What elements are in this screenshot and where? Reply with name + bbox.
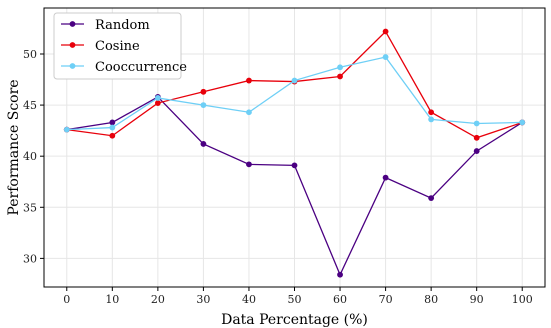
- x-tick-label: 80: [424, 293, 438, 306]
- data-point: [291, 162, 298, 169]
- y-tick-label: 35: [23, 201, 37, 214]
- x-tick-label: 70: [379, 293, 393, 306]
- data-point: [428, 195, 435, 201]
- legend-item: Cooccurrence: [61, 60, 187, 75]
- data-point: [428, 109, 435, 116]
- y-tick-label: 40: [23, 150, 37, 163]
- data-point: [109, 119, 116, 126]
- x-tick-label: 40: [242, 293, 256, 306]
- x-tick-label: 30: [196, 293, 210, 306]
- legend-item: Cosine: [61, 39, 140, 54]
- legend-swatch-marker: [69, 42, 76, 48]
- data-point: [337, 271, 343, 278]
- x-tick-label: 10: [105, 293, 119, 306]
- series-cooccurrence: [63, 54, 526, 133]
- y-axis-label: Performance Score: [6, 79, 22, 215]
- data-point: [109, 132, 116, 139]
- grid: [44, 8, 545, 287]
- legend-box: [53, 12, 182, 80]
- data-point: [473, 134, 480, 141]
- x-tick-label: 90: [470, 293, 484, 306]
- x-tick-label: 100: [512, 293, 533, 306]
- data-point: [291, 77, 298, 84]
- x-axis-ticks: 0 10 20 30 40 50 60 70 80 90 100: [63, 287, 533, 306]
- data-point: [246, 77, 252, 84]
- x-axis-label: Data Percentage (%): [221, 312, 368, 328]
- data-point: [63, 126, 70, 133]
- data-point: [337, 73, 343, 80]
- legend: Random Cosine Cooccurrence: [53, 12, 187, 80]
- data-point: [154, 100, 161, 106]
- series-layer: [63, 28, 526, 278]
- legend-swatch-marker: [69, 63, 76, 69]
- legend-swatch-marker: [69, 21, 76, 27]
- data-point: [109, 124, 116, 131]
- data-point: [154, 95, 161, 101]
- data-point: [246, 109, 252, 116]
- legend-label: Random: [95, 18, 150, 33]
- legend-label: Cosine: [95, 39, 140, 54]
- data-point: [246, 161, 252, 168]
- data-point: [473, 148, 480, 154]
- data-point: [428, 116, 435, 123]
- y-tick-label: 30: [23, 252, 37, 265]
- data-point: [473, 120, 480, 127]
- y-tick-label: 45: [23, 99, 37, 112]
- y-axis-ticks: 30 35 40 45 50: [23, 48, 44, 265]
- legend-label: Cooccurrence: [95, 60, 187, 75]
- x-tick-label: 50: [288, 293, 302, 306]
- data-point: [200, 102, 207, 108]
- data-point: [200, 141, 207, 147]
- data-point: [337, 64, 343, 71]
- data-point: [382, 174, 389, 181]
- legend-item: Random: [61, 18, 150, 33]
- x-tick-label: 60: [333, 293, 347, 306]
- data-point: [519, 119, 526, 126]
- x-tick-label: 0: [63, 293, 70, 306]
- y-tick-label: 50: [23, 48, 37, 61]
- data-point: [382, 54, 389, 60]
- data-point: [382, 28, 389, 35]
- x-tick-label: 20: [151, 293, 165, 306]
- data-point: [200, 88, 207, 95]
